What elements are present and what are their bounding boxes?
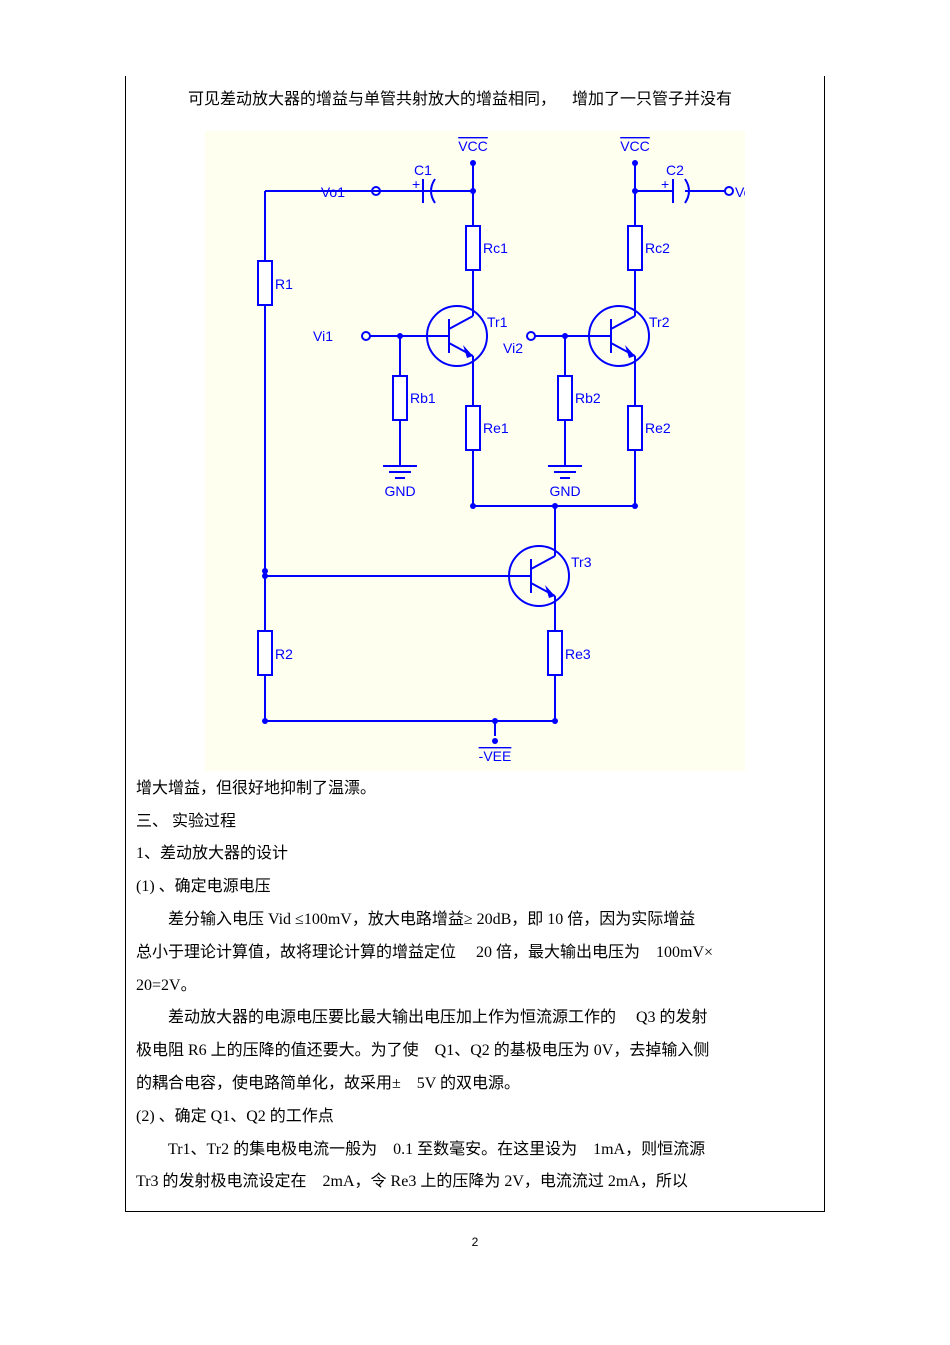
c1-plus: + [412,176,420,192]
para-2a: 差动放大器的电源电压要比最大输出电压加上作为恒流源工作的 Q3 的发射 [136,1004,814,1033]
para-2b: 极电阻 R6 上的压降的值还要大。为了使 Q1、Q2 的基极电压为 0V，去掉输… [136,1037,814,1066]
rb2-label: Rb2 [575,390,601,406]
page-number: 2 [0,1232,950,1254]
cap-c2: + C2 Vo2 [632,162,745,203]
step-2: (2) 、确定 Q1、Q2 的工作点 [136,1103,814,1132]
para-3a: Tr1、Tr2 的集电极电流一般为 0.1 至数毫安。在这里设为 1mA，则恒流… [136,1136,814,1165]
vee-label: -VEE [479,748,512,764]
section-3-heading: 三、 实验过程 [136,808,814,837]
gnd-left: GND [383,466,417,499]
rb1-label: Rb1 [410,390,436,406]
step-1: (1) 、确定电源电压 [136,873,814,902]
para-1b: 总小于理论计算值，故将理论计算的增益定位 20 倍，最大输出电压为 100mV× [136,939,814,968]
para-2c: 的耦合电容，使电路简单化，故采用± 5V 的双电源。 [136,1070,814,1099]
content-frame: 可见差动放大器的增益与单管共射放大的增益相同， 增加了一只管子并没有 VCC V… [125,76,825,1212]
re2-label: Re2 [645,420,671,436]
vo2-label: Vo2 [735,184,745,200]
para-3b: Tr3 的发射极电流设定在 2mA，令 Re3 上的压降为 2V，电流流过 2m… [136,1168,814,1197]
res-r1: R1 [258,261,293,574]
after-diagram-line: 增大增益，但很好地抑制了温漂。 [136,775,814,804]
transistor-tr3: Tr3 [262,541,592,631]
vcc-right: VCC [620,138,650,191]
heading-1: 1、差动放大器的设计 [136,840,814,869]
para-1a: 差分输入电压 Vid ≤100mV，放大电路增益≥ 20dB，即 10 倍，因为… [136,906,814,935]
intro-line: 可见差动放大器的增益与单管共射放大的增益相同， 增加了一只管子并没有 [126,76,824,115]
res-r2: R2 [258,576,293,721]
transistor-tr2: Tr2 Vi2 [503,301,670,386]
c2-plus: + [661,176,669,192]
re1-label: Re1 [483,420,509,436]
res-re2: Re2 [628,386,671,506]
tr1-label: Tr1 [487,314,508,330]
vcc2-label: VCC [620,138,650,154]
vcc1-label: VCC [458,138,488,154]
res-rb1: Rb1 [393,333,436,466]
c2-label: C2 [666,162,684,178]
vcc-left: VCC [458,138,488,191]
re3-label: Re3 [565,646,591,662]
rc2-label: Rc2 [645,240,670,256]
res-rc2: Rc2 [628,191,670,301]
res-rc1: Rc1 [466,191,508,301]
res-re1: Re1 [466,386,509,506]
transistor-tr1: Tr1 Vi1 [313,301,508,386]
vo1-label: Vo1 [321,184,345,200]
gnd2-label: GND [549,483,580,499]
c1-label: C1 [414,162,432,178]
gnd1-label: GND [384,483,415,499]
tr2-label: Tr2 [649,314,670,330]
r1-label: R1 [275,276,293,292]
tr3-label: Tr3 [571,554,592,570]
body-text: 增大增益，但很好地抑制了温漂。 三、 实验过程 1、差动放大器的设计 (1) 、… [126,775,824,1211]
vi2-label: Vi2 [503,340,523,356]
gnd-right: GND [548,466,582,499]
rc1-label: Rc1 [483,240,508,256]
circuit-diagram: VCC VCC [205,131,745,771]
cap-c1: + C1 Vo1 [321,162,473,203]
vi1-label: Vi1 [313,328,333,344]
para-1c: 20=2V。 [136,972,814,1001]
res-re3: Re3 [548,631,591,721]
r2-label: R2 [275,646,293,662]
page: 可见差动放大器的增益与单管共射放大的增益相同， 增加了一只管子并没有 VCC V… [0,0,950,1284]
